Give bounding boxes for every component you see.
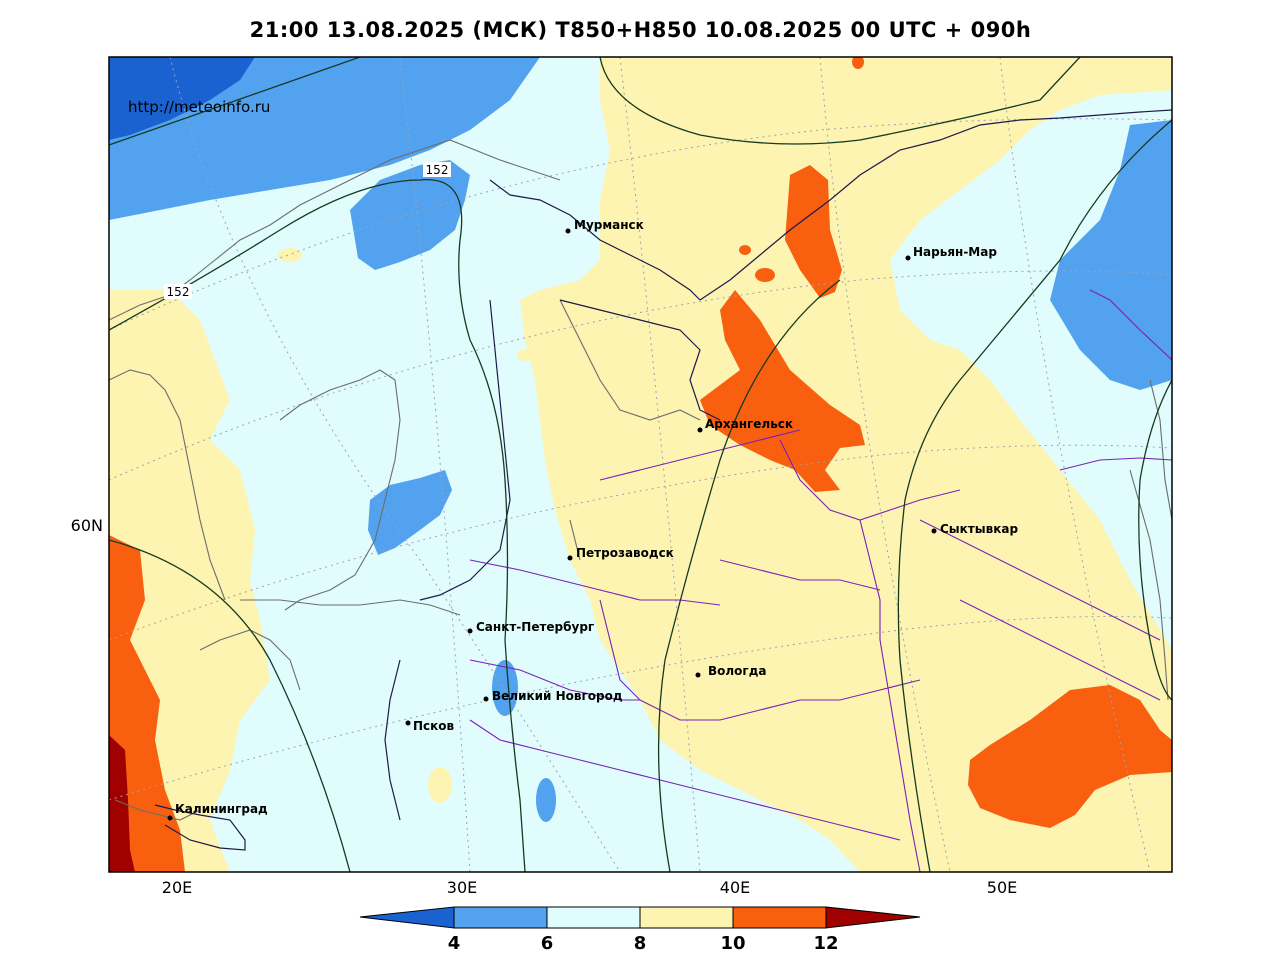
- contour-label-group-2: 152: [164, 284, 192, 299]
- colorbar-tick-label: 8: [634, 933, 647, 954]
- city-label: Мурманск: [574, 218, 644, 232]
- contour-label: 152: [167, 285, 190, 299]
- city-markers: Мурманск Нарьян-Мар Архангельск Петрозав…: [167, 218, 1018, 821]
- city-arkhangelsk: Архангельск: [697, 417, 793, 433]
- field-10-12-blob: [517, 349, 533, 361]
- city-label: Нарьян-Мар: [913, 245, 997, 259]
- field-12-14-blob: [852, 57, 864, 69]
- city-label: Великий Новгород: [492, 689, 623, 703]
- city-dot: [483, 696, 489, 702]
- field-10-12-blob: [428, 767, 452, 803]
- field-6-8-east: [1050, 120, 1172, 390]
- lon-label-30e: 30E: [447, 878, 477, 897]
- city-dot: [565, 228, 571, 234]
- map-title: 21:00 13.08.2025 (МСК) T850+H850 10.08.2…: [249, 18, 1032, 42]
- city-dot: [931, 528, 937, 534]
- field-12-14-archangelsk: [700, 290, 865, 492]
- field-6-8-scandinavia: [350, 160, 470, 270]
- field-6-8-northwest: [109, 57, 540, 220]
- colorbar-segment-below-4: [359, 906, 455, 929]
- city-vologda: Вологда: [695, 664, 766, 678]
- city-label: Санкт-Петербург: [476, 620, 594, 634]
- colorbar-tick-label: 4: [448, 933, 461, 954]
- lon-label-50e: 50E: [987, 878, 1017, 897]
- city-syktyvkar: Сыктывкар: [931, 522, 1018, 536]
- map-field: [109, 57, 1172, 872]
- city-dot: [467, 628, 473, 634]
- colorbar-segment-8-10: [639, 906, 734, 929]
- contours: [109, 57, 1172, 872]
- city-label: Сыктывкар: [940, 522, 1018, 536]
- field-6-8-blob: [536, 778, 556, 822]
- field-10-12-east: [520, 57, 1172, 872]
- colorbar-tick-label: 6: [541, 933, 554, 954]
- city-kaliningrad: Калининград: [167, 802, 268, 821]
- city-dot: [567, 555, 573, 561]
- colorbar: 4 6 8 10 12: [359, 906, 921, 954]
- field-6-8-lake: [368, 470, 452, 555]
- colorbar-segment-6-8: [546, 906, 641, 929]
- field-12-14-southwest: [109, 535, 185, 872]
- field-6-8-blob: [492, 660, 518, 716]
- contour-label: 152: [426, 163, 449, 177]
- city-veliky-novgorod: Великий Новгород: [483, 689, 623, 703]
- city-dot: [697, 427, 703, 433]
- lat-label-60n: 60N: [71, 516, 103, 535]
- colorbar-segment-above-12: [825, 906, 921, 929]
- city-dot: [905, 255, 911, 261]
- field-12-14-north: [785, 165, 842, 298]
- city-pskov: Псков: [405, 719, 455, 733]
- field-10-12-blob: [278, 248, 302, 262]
- colorbar-segment-4-6: [453, 906, 548, 929]
- city-label: Калининград: [175, 802, 268, 816]
- city-label: Вологда: [708, 664, 766, 678]
- field-4-6: [109, 57, 255, 140]
- colorbar-tick-label: 12: [813, 933, 838, 954]
- source-url: http://meteoinfo.ru: [128, 98, 270, 116]
- lon-label-40e: 40E: [720, 878, 750, 897]
- city-petrozavodsk: Петрозаводск: [567, 546, 674, 561]
- city-naryan-mar: Нарьян-Мар: [905, 245, 997, 261]
- city-murmansk: Мурманск: [565, 218, 644, 234]
- city-label: Псков: [413, 719, 455, 733]
- city-dot: [405, 720, 411, 726]
- field-12-14-blob: [755, 268, 775, 282]
- field-12-14-southeast: [968, 685, 1172, 828]
- lon-label-20e: 20E: [162, 878, 192, 897]
- city-dot: [167, 815, 173, 821]
- city-label: Петрозаводск: [576, 546, 674, 560]
- field-12-14-blob: [739, 245, 751, 255]
- borders-country: [154, 109, 1172, 851]
- city-dot: [695, 672, 701, 678]
- city-label: Архангельск: [705, 417, 793, 431]
- colorbar-segment-10-12: [732, 906, 827, 929]
- city-saint-petersburg: Санкт-Петербург: [467, 620, 594, 634]
- contour-label-group-1: 152: [423, 162, 451, 177]
- colorbar-tick-label: 10: [720, 933, 745, 954]
- field-14-plus: [109, 735, 135, 872]
- map-frame: [108, 56, 1173, 873]
